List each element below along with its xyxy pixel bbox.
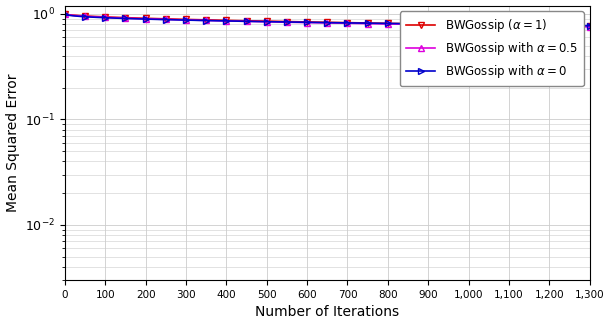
BWGossip with $\alpha = 0.5$ xyxy=(473,23,481,27)
BWGossip with $\alpha = 0$ xyxy=(327,21,334,25)
BWGossip with $\alpha = 0$ xyxy=(61,12,68,16)
BWGossip with $\alpha = 0.5$ xyxy=(275,20,282,24)
BWGossip with $\alpha = 0$ xyxy=(76,14,83,18)
BWGossip with $\alpha = 0$ xyxy=(412,22,419,26)
Line: BWGossip with $\alpha = 0.5$: BWGossip with $\alpha = 0.5$ xyxy=(62,10,593,30)
BWGossip ($\alpha = 1$) xyxy=(163,17,170,21)
BWGossip with $\alpha = 0.5$ xyxy=(163,18,170,21)
BWGossip ($\alpha = 1$) xyxy=(412,22,419,26)
BWGossip ($\alpha = 1$) xyxy=(473,23,481,27)
BWGossip with $\alpha = 0$ xyxy=(163,18,170,21)
BWGossip with $\alpha = 0.5$ xyxy=(586,25,594,29)
Legend: BWGossip ($\alpha = 1$), BWGossip with $\alpha = 0.5$, BWGossip with $\alpha = 0: BWGossip ($\alpha = 1$), BWGossip with $… xyxy=(400,11,584,86)
BWGossip with $\alpha = 0.5$ xyxy=(412,22,419,26)
Y-axis label: Mean Squared Error: Mean Squared Error xyxy=(5,73,20,212)
BWGossip ($\alpha = 1$) xyxy=(586,24,594,28)
BWGossip ($\alpha = 1$) xyxy=(275,20,282,23)
BWGossip with $\alpha = 0$ xyxy=(275,20,282,24)
BWGossip with $\alpha = 0$ xyxy=(473,23,481,27)
BWGossip ($\alpha = 1$) xyxy=(76,14,83,18)
BWGossip with $\alpha = 0.5$ xyxy=(76,14,83,18)
BWGossip ($\alpha = 1$) xyxy=(327,20,334,24)
BWGossip ($\alpha = 1$) xyxy=(61,12,68,16)
BWGossip with $\alpha = 0.5$ xyxy=(61,12,68,16)
Line: BWGossip ($\alpha = 1$): BWGossip ($\alpha = 1$) xyxy=(62,10,593,30)
Line: BWGossip with $\alpha = 0$: BWGossip with $\alpha = 0$ xyxy=(62,10,593,29)
BWGossip with $\alpha = 0.5$ xyxy=(327,21,334,25)
BWGossip with $\alpha = 0$ xyxy=(586,24,594,28)
X-axis label: Number of Iterations: Number of Iterations xyxy=(255,306,400,319)
